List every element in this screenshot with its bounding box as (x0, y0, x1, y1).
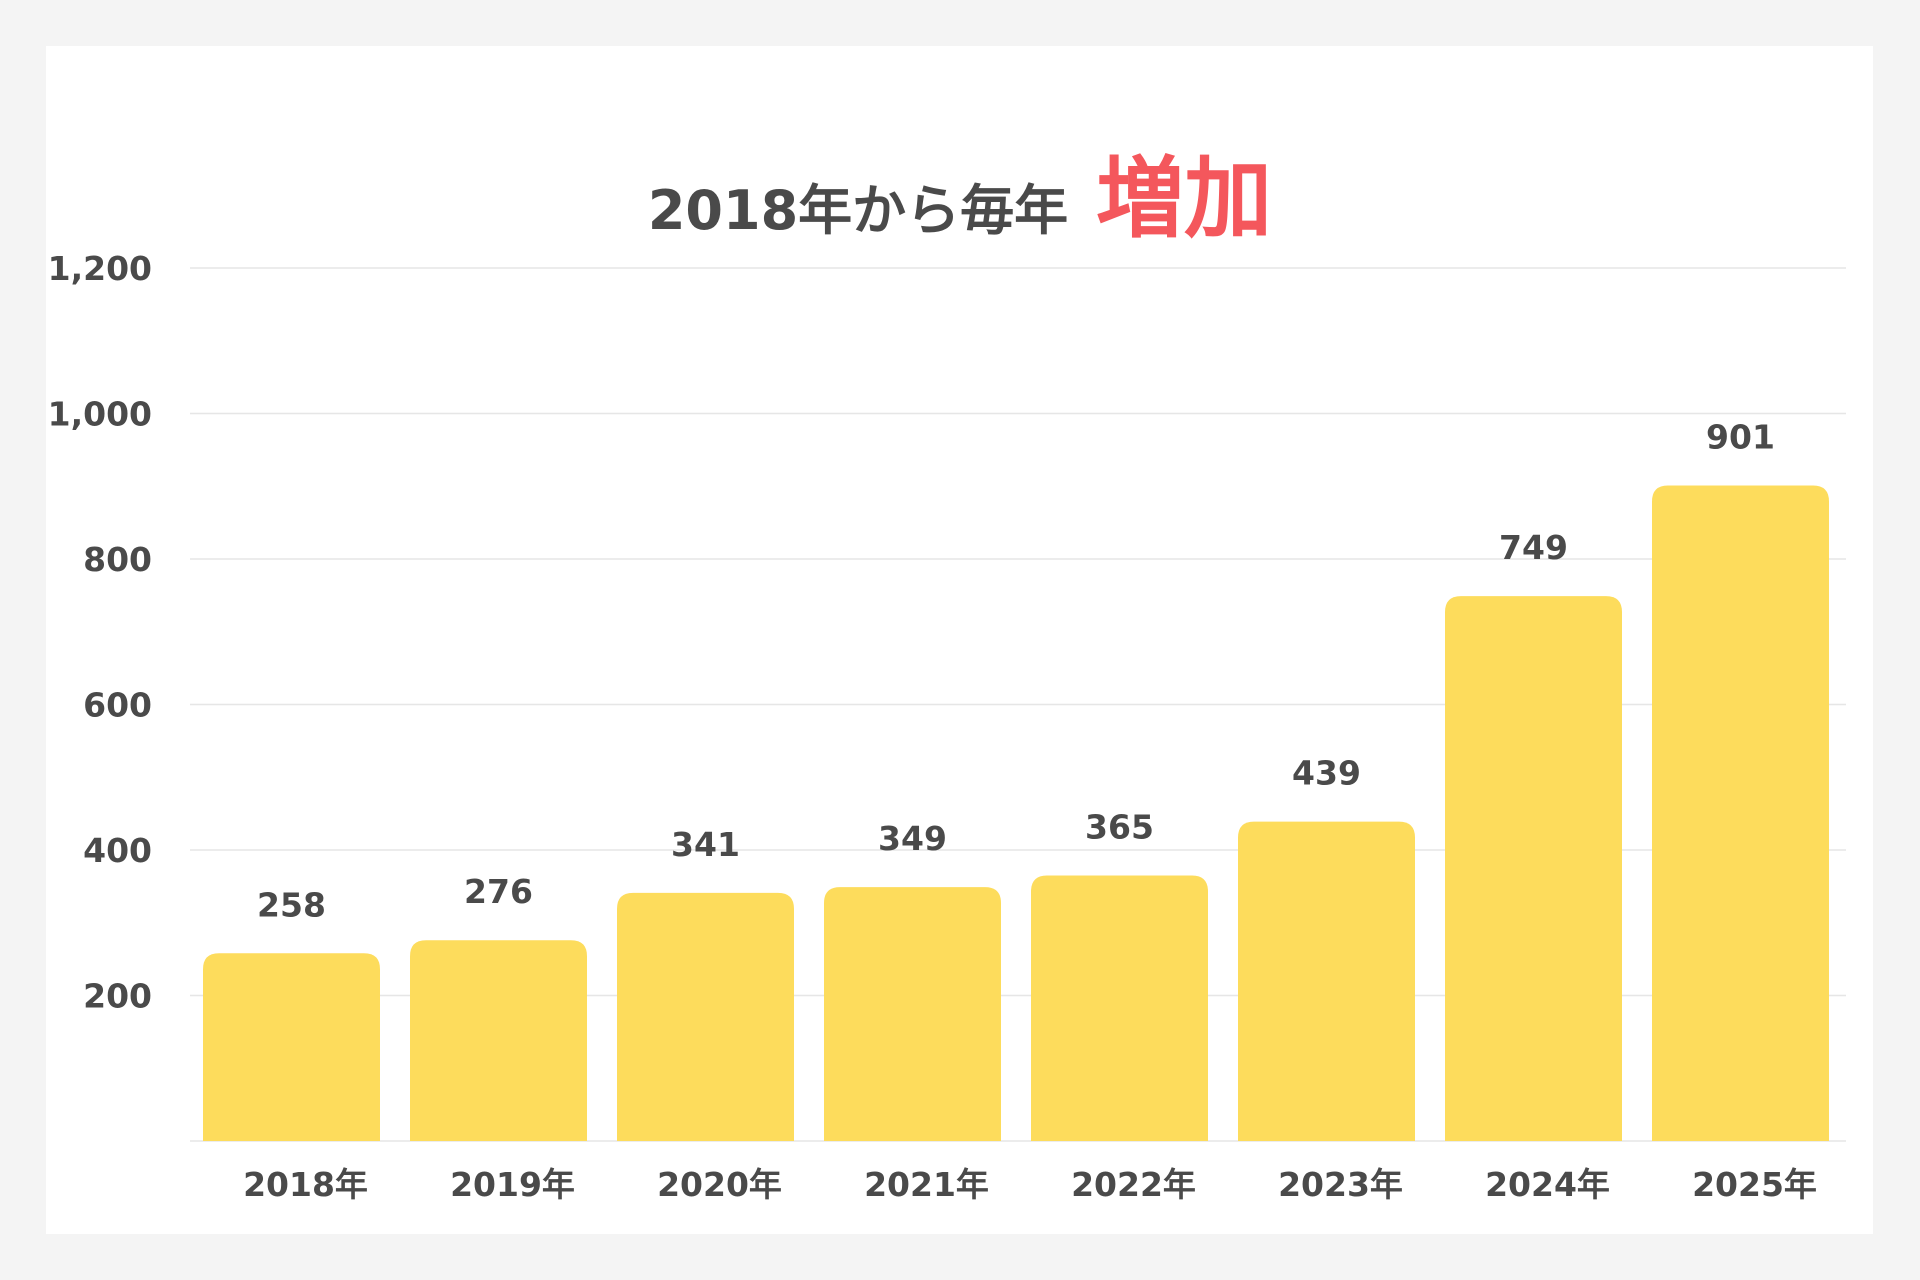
x-tick-label: 2021年 (864, 1165, 989, 1204)
y-tick-label: 800 (83, 540, 152, 579)
data-label: 365 (1085, 807, 1154, 846)
data-label: 341 (671, 825, 740, 864)
data-label: 749 (1499, 528, 1568, 567)
y-axis-ticks: 200 400 600 800 1,000 1,200 (48, 249, 152, 1016)
data-label: 901 (1706, 418, 1775, 457)
data-labels: 258 276 341 349 365 439 749 901 (257, 418, 1775, 925)
x-tick-label: 2025年 (1692, 1165, 1817, 1204)
y-tick-label: 1,200 (48, 249, 152, 288)
bar-2022年 (1031, 875, 1208, 1141)
x-tick-label: 2018年 (243, 1165, 368, 1204)
y-tick-label: 400 (83, 831, 152, 870)
x-tick-label: 2020年 (657, 1165, 782, 1204)
y-tick-label: 600 (83, 686, 152, 725)
data-label: 276 (464, 872, 533, 911)
bars (203, 485, 1829, 1142)
bar-2025年 (1652, 485, 1829, 1142)
bar-2023年 (1238, 821, 1415, 1141)
x-tick-label: 2019年 (450, 1165, 575, 1204)
bar-2018年 (203, 953, 380, 1141)
chart-title: 2018年から毎年 増加 (0, 128, 1920, 250)
bar-2021年 (824, 887, 1001, 1141)
x-tick-label: 2022年 (1071, 1165, 1196, 1204)
chart-title-emphasis: 増加 (1096, 147, 1273, 250)
data-label: 349 (878, 819, 947, 858)
x-axis-ticks: 2018年 2019年 2020年 2021年 2022年 2023年 2024年 2025年 (243, 1165, 1817, 1204)
x-tick-label: 2024年 (1485, 1165, 1610, 1204)
bar-2024年 (1445, 596, 1622, 1141)
bar-2020年 (617, 892, 794, 1141)
data-label: 439 (1292, 754, 1361, 793)
data-label: 258 (257, 885, 326, 924)
bar-2019年 (410, 940, 587, 1141)
x-tick-label: 2023年 (1278, 1165, 1403, 1204)
y-tick-label: 200 (83, 977, 152, 1016)
chart-title-main: 2018年から毎年 (647, 179, 1069, 242)
y-tick-label: 1,000 (48, 395, 152, 434)
